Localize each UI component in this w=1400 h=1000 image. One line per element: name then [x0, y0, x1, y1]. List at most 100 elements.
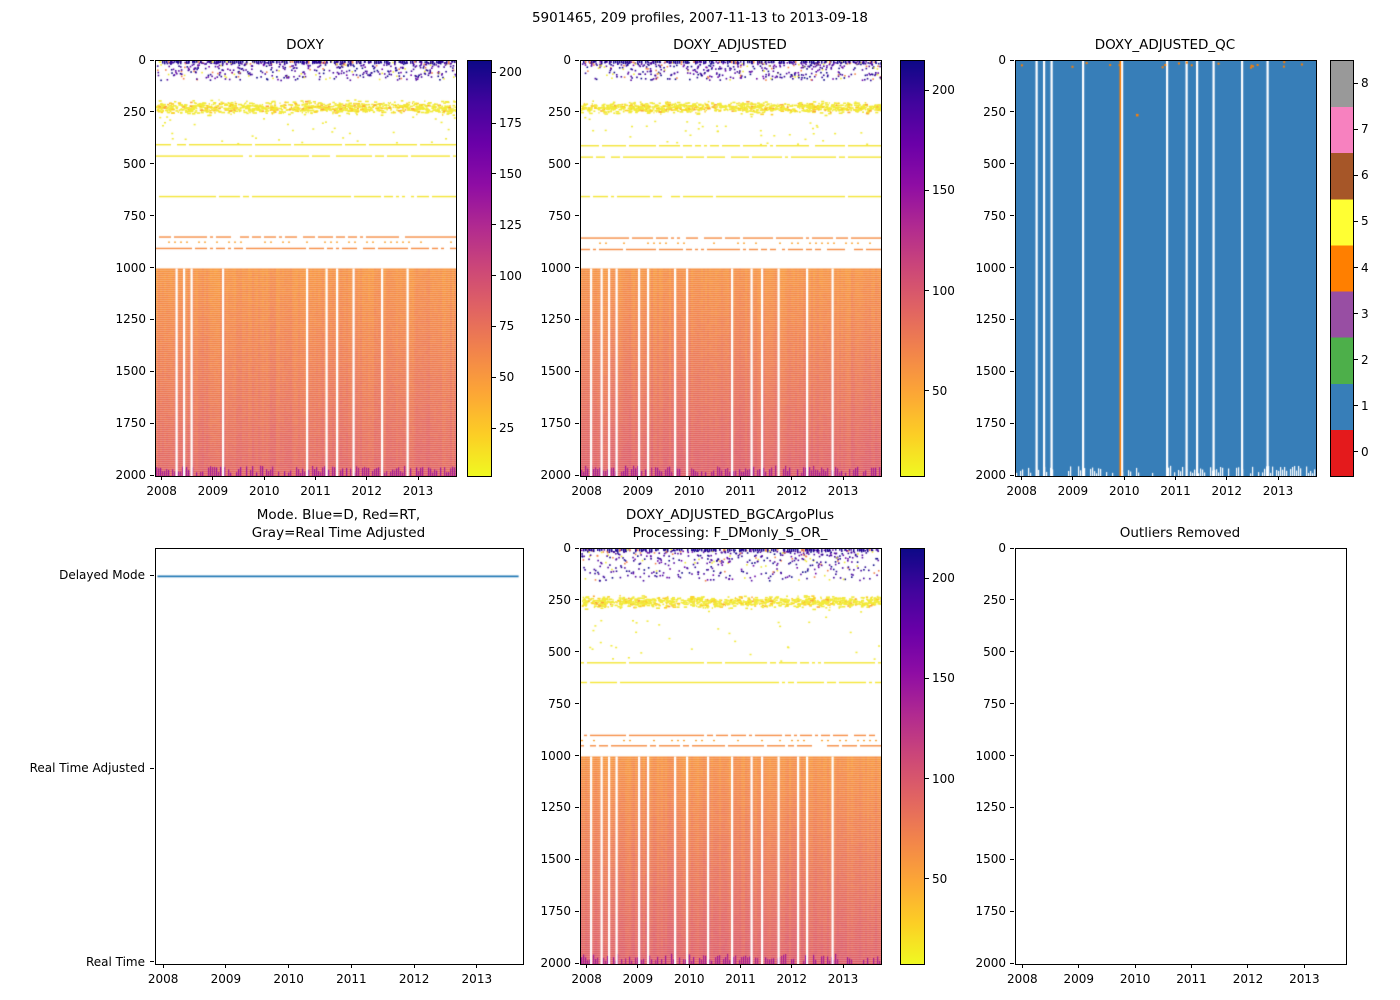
qc-y-tick-label: 750 — [983, 208, 1006, 223]
adjusted-y-tick-label: 1000 — [540, 260, 571, 275]
adjusted-y-tick-mark — [575, 215, 579, 217]
qc-cb-tick-mark — [1354, 128, 1358, 130]
adjusted-x-tick-label: 2008 — [571, 484, 602, 498]
adjusted-cb-tick-label: 50 — [932, 383, 948, 398]
doxy-x-tick-label: 2009 — [197, 484, 229, 498]
qc-y-tick-mark — [1010, 111, 1014, 113]
outliers-x-tick-mark — [1303, 964, 1305, 968]
adjusted-cb-tick-mark — [925, 189, 929, 191]
qc-y-tick-mark — [1010, 318, 1014, 320]
adjusted-x-tick-label: 2011 — [725, 484, 756, 498]
doxy-y-tick-mark — [150, 370, 154, 372]
doxy-y-tick-mark — [150, 59, 154, 61]
qc-cb-tick-mark — [1354, 82, 1358, 84]
doxy-y-tick-label: 750 — [123, 208, 146, 223]
bgc-x-tick-label: 2009 — [622, 972, 654, 986]
bgc-cb-tick-label: 50 — [932, 871, 948, 886]
doxy-y-tick-label: 0 — [138, 53, 146, 67]
adjusted-y-tick-mark — [575, 59, 579, 61]
qc-x-tick-mark — [1175, 476, 1176, 480]
mode-y-tick-mark — [150, 767, 154, 769]
qc-cb-tick-label: 7 — [1361, 122, 1369, 137]
outliers-empty-canvas — [1015, 548, 1347, 965]
bgc-colorbar — [900, 548, 925, 965]
qc-x-tick-mark — [1072, 476, 1074, 480]
qc-cb-tick-label: 2 — [1361, 352, 1369, 367]
qc-y-tick-mark — [1010, 370, 1014, 372]
adjusted-x-tick-label: 2010 — [673, 484, 705, 498]
bgc-cb-tick-label: 150 — [932, 671, 955, 686]
doxy-x-tick-mark — [212, 476, 214, 480]
adjusted-cb-tick-mark — [925, 89, 929, 91]
qc-y-tick-label: 1500 — [975, 364, 1006, 379]
outliers-y-tick-label: 1500 — [975, 852, 1006, 867]
adjusted-y-tick-label: 500 — [548, 156, 571, 171]
qc-x-tick-label: 2008 — [1006, 484, 1037, 498]
outliers-x-tick-label: 2008 — [1007, 972, 1038, 986]
bgc-y-tick-label: 1750 — [540, 904, 571, 919]
qc-x-tick-mark — [1123, 476, 1125, 480]
mode-x-tick-label: 2012 — [398, 972, 430, 986]
bgc-x-tick-label: 2012 — [776, 972, 808, 986]
qc-cb-tick-mark — [1354, 451, 1358, 453]
qc-heatmap-canvas — [1015, 60, 1317, 477]
doxy-cb-tick-label: 75 — [499, 319, 515, 334]
bgc-x-tick-label: 2011 — [725, 972, 756, 986]
doxy-cb-tick-mark — [492, 275, 496, 277]
doxy-cb-tick-mark — [492, 71, 496, 73]
outliers-y-tick-mark — [1010, 651, 1014, 653]
doxy-cb-tick-mark — [492, 173, 496, 175]
adjusted-x-tick-label: 2012 — [776, 484, 808, 498]
doxy-x-tick-mark — [315, 476, 316, 480]
qc-cb-tick-mark — [1354, 313, 1358, 315]
bgc-y-tick-label: 0 — [563, 541, 571, 555]
bgc-y-tick-label: 500 — [548, 644, 571, 659]
bgc-y-tick-label: 1000 — [540, 748, 571, 763]
doxy-y-tick-label: 1500 — [115, 364, 146, 379]
doxy-y-tick-label: 1750 — [115, 416, 146, 431]
doxy-y-tick-label: 250 — [123, 104, 146, 119]
bgc-x-tick-mark — [586, 964, 588, 968]
mode-x-tick-mark — [476, 964, 478, 968]
adjusted-cb-tick-label: 200 — [932, 83, 955, 98]
adjusted-y-tick-mark — [575, 267, 579, 268]
adjusted-x-tick-label: 2009 — [622, 484, 654, 498]
mode-x-tick-label: 2009 — [210, 972, 242, 986]
qc-cb-tick-label: 8 — [1361, 76, 1369, 91]
bgc-y-tick-mark — [575, 806, 579, 808]
bgc-cb-tick-label: 100 — [932, 771, 955, 786]
mode-x-tick-label: 2010 — [273, 972, 304, 986]
bgc-y-tick-label: 750 — [548, 696, 571, 711]
panel-title-mode: Mode. Blue=D, Red=RT, Gray=Real Time Adj… — [155, 506, 522, 542]
panel-title-bgc: DOXY_ADJUSTED_BGCArgoPlus Processing: F_… — [580, 506, 880, 542]
bgc-heatmap-canvas — [580, 548, 882, 965]
outliers-y-tick-label: 1750 — [975, 904, 1006, 919]
qc-x-tick-mark — [1277, 476, 1279, 480]
doxy-cb-tick-mark — [492, 224, 496, 226]
panel-title-doxy-adjusted-qc: DOXY_ADJUSTED_QC — [1094, 37, 1236, 53]
doxy-y-tick-mark — [150, 163, 154, 165]
adjusted-y-tick-label: 1250 — [540, 312, 571, 327]
qc-y-tick-mark — [1010, 215, 1014, 217]
adjusted-x-tick-mark — [586, 476, 588, 480]
outliers-y-tick-mark — [1010, 755, 1014, 756]
doxy-x-tick-label: 2008 — [146, 484, 177, 498]
doxy-cb-tick-mark — [492, 376, 496, 378]
doxy-cb-tick-mark — [492, 427, 496, 429]
bgc-y-tick-label: 250 — [548, 592, 571, 607]
outliers-y-tick-label: 750 — [983, 696, 1006, 711]
outliers-x-tick-label: 2013 — [1289, 972, 1320, 986]
mode-x-tick-mark — [225, 964, 227, 968]
doxy-cb-tick-label: 100 — [499, 268, 522, 283]
qc-x-tick-label: 2010 — [1108, 484, 1140, 498]
mode-y-tick-label: Delayed Mode — [59, 568, 145, 583]
outliers-y-tick-mark — [1010, 858, 1014, 860]
qc-cb-tick-label: 4 — [1361, 260, 1369, 275]
doxy-x-tick-label: 2011 — [300, 484, 331, 498]
bgc-cb-tick-mark — [925, 778, 929, 780]
qc-y-tick-label: 0 — [998, 53, 1006, 67]
qc-y-tick-label: 2000 — [975, 468, 1006, 482]
mode-y-tick-label: Real Time — [85, 954, 145, 969]
panel-title-doxy-adjusted: DOXY_ADJUSTED — [673, 37, 787, 53]
qc-x-tick-label: 2011 — [1160, 484, 1191, 498]
